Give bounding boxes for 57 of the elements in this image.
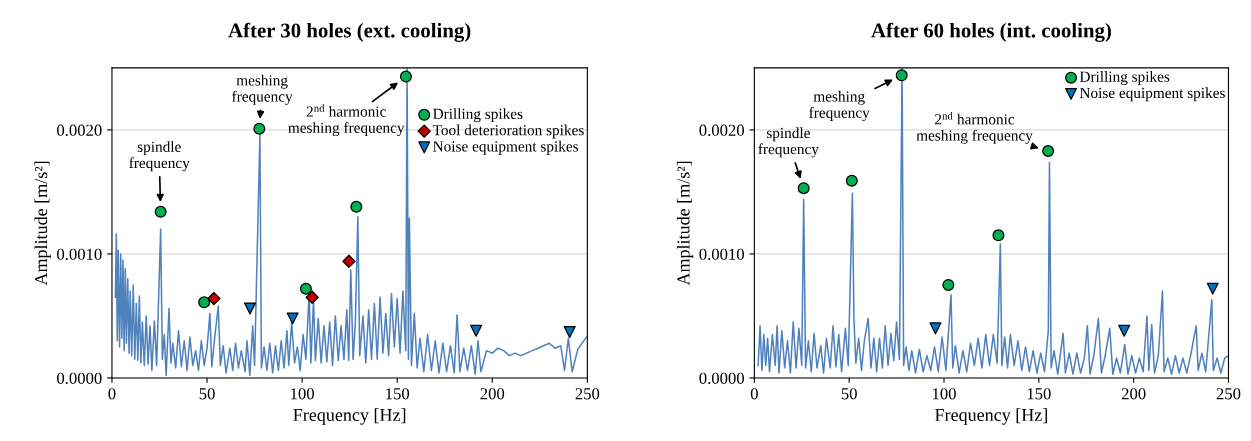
x-tick-label: 250 bbox=[575, 388, 600, 400]
x-axis-title: Frequency [Hz] bbox=[935, 408, 1047, 425]
point bbox=[1042, 144, 1055, 158]
point bbox=[305, 290, 319, 305]
legend-label: Drilling spikes bbox=[1079, 71, 1170, 85]
y-tick-label: 0.0000 bbox=[57, 372, 102, 384]
x-tick-label: 150 bbox=[386, 388, 410, 400]
point bbox=[342, 254, 356, 269]
x-tick-label: 250 bbox=[1216, 388, 1241, 400]
x-tick-label: 200 bbox=[480, 388, 505, 400]
x-tick-label: 100 bbox=[291, 388, 314, 400]
point bbox=[154, 205, 167, 218]
annotation: meshing frequency bbox=[809, 90, 870, 121]
x-tick-label: 50 bbox=[199, 388, 215, 400]
point bbox=[563, 326, 576, 339]
point bbox=[207, 291, 221, 306]
point bbox=[942, 278, 955, 291]
annotation: spindle frequency bbox=[758, 127, 819, 158]
point bbox=[470, 324, 483, 337]
point bbox=[1118, 324, 1131, 337]
point bbox=[350, 200, 363, 213]
chart-title: After 60 holes (int. cooling) bbox=[871, 22, 1111, 42]
y-axis-title: Amplitude [m/s²] bbox=[676, 161, 694, 286]
x-tick-label: 200 bbox=[1121, 388, 1146, 400]
x-tick-label: 0 bbox=[750, 388, 758, 400]
annotation: meshing frequency bbox=[232, 74, 293, 105]
y-axis-title: Amplitude [m/s²] bbox=[34, 161, 51, 286]
x-tick-label: 100 bbox=[932, 388, 956, 400]
y-tick-label: 0.0000 bbox=[699, 372, 744, 384]
legend-label: Noise equipment spikes bbox=[1079, 87, 1225, 102]
point bbox=[244, 302, 257, 315]
point bbox=[198, 296, 211, 309]
x-axis-title: Frequency [Hz] bbox=[293, 408, 406, 425]
point bbox=[797, 182, 810, 195]
point bbox=[299, 282, 312, 295]
legend-label: Tool deterioration spikes bbox=[432, 124, 584, 139]
point bbox=[286, 312, 299, 325]
y-tick-label: 0.0010 bbox=[57, 248, 102, 260]
point bbox=[399, 70, 412, 83]
x-tick-label: 50 bbox=[841, 388, 857, 400]
y-tick-label: 0.0010 bbox=[699, 248, 744, 260]
y-tick-label: 0.0020 bbox=[699, 124, 744, 136]
annotation: spindle frequency bbox=[129, 141, 190, 172]
chart-title: After 30 holes (ext. cooling) bbox=[228, 22, 471, 42]
point bbox=[929, 322, 942, 335]
annotation: 2$^{nd}$ harmonic meshing frequency bbox=[288, 104, 405, 137]
legend-label: Noise equipment spikes bbox=[433, 140, 579, 155]
point bbox=[895, 69, 908, 82]
x-tick-label: 0 bbox=[108, 388, 116, 400]
x-tick-label: 150 bbox=[1027, 388, 1051, 400]
point bbox=[1206, 282, 1219, 295]
point bbox=[253, 122, 266, 135]
point bbox=[845, 174, 858, 187]
annotation: 2$^{nd}$ harmonic meshing frequency bbox=[916, 111, 1033, 144]
point bbox=[992, 229, 1005, 242]
legend-label: Drilling spikes bbox=[433, 108, 523, 123]
y-tick-label: 0.0020 bbox=[57, 124, 102, 136]
